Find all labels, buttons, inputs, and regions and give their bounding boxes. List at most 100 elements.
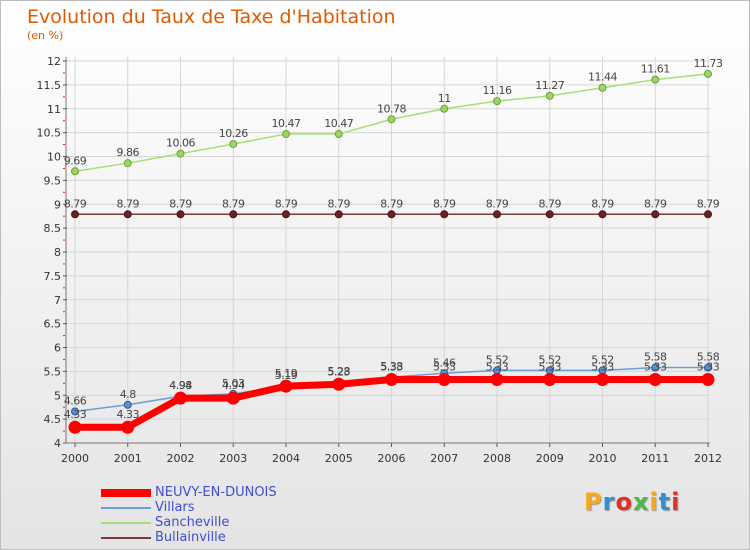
data-label-bullainville: 8.79 bbox=[328, 197, 351, 210]
data-label-bullainville: 8.79 bbox=[591, 197, 614, 210]
data-point-sancheville bbox=[493, 97, 501, 106]
legend-item-neuvy[interactable]: NEUVY-EN-DUNOIS bbox=[101, 485, 401, 500]
data-label-neuvy: 5.23 bbox=[328, 365, 351, 378]
data-label-neuvy: 4.94 bbox=[222, 379, 245, 392]
x-tick-label: 2004 bbox=[272, 452, 300, 465]
data-point-villars bbox=[704, 363, 712, 372]
data-label-villars: 5.19 bbox=[275, 369, 298, 382]
x-tick-label: 2006 bbox=[378, 452, 406, 465]
data-label-neuvy: 5.33 bbox=[486, 360, 509, 373]
data-label-villars: 4.98 bbox=[169, 379, 192, 392]
data-label-sancheville: 10.26 bbox=[219, 127, 248, 140]
data-point-bullainville bbox=[334, 210, 343, 219]
data-label-neuvy: 5.33 bbox=[697, 360, 720, 373]
data-point-villars bbox=[651, 363, 660, 372]
x-tick-label: 2001 bbox=[114, 452, 142, 465]
logo-letter: P bbox=[584, 488, 603, 516]
logo-letter: i bbox=[671, 488, 681, 516]
data-label-villars: 5.52 bbox=[591, 353, 614, 366]
data-label-neuvy: 4.94 bbox=[169, 379, 192, 392]
data-label-villars: 5.46 bbox=[433, 356, 456, 369]
legend-swatch-neuvy bbox=[101, 489, 151, 497]
logo-letter: i bbox=[649, 488, 659, 516]
data-label-sancheville: 11.16 bbox=[483, 84, 512, 97]
data-point-bullainville bbox=[123, 210, 132, 219]
data-label-villars: 5.58 bbox=[644, 351, 667, 364]
grid-layer bbox=[66, 57, 710, 444]
data-point-neuvy bbox=[121, 420, 135, 434]
data-point-bullainville bbox=[704, 210, 712, 219]
y-tick-label: 4.5 bbox=[44, 413, 62, 426]
data-point-neuvy bbox=[701, 372, 715, 386]
data-label-sancheville: 11.61 bbox=[641, 63, 670, 76]
y-tick-label: 8.5 bbox=[44, 222, 62, 235]
legend-label-villars: Villars bbox=[155, 500, 195, 515]
logo-letter: t bbox=[658, 488, 672, 516]
y-tick-label: 10 bbox=[47, 151, 61, 164]
chart-title: Evolution du Taux de Taxe d'Habitation bbox=[27, 6, 396, 28]
legend-item-bullainville[interactable]: Bullainville bbox=[101, 530, 401, 545]
data-point-bullainville bbox=[71, 210, 79, 219]
data-point-neuvy bbox=[226, 391, 240, 405]
data-point-neuvy bbox=[332, 377, 346, 391]
data-label-villars: 5.38 bbox=[380, 360, 403, 373]
logo-letter: r bbox=[602, 488, 616, 516]
data-label-sancheville: 11.44 bbox=[588, 71, 617, 84]
y-tick-label: 8 bbox=[54, 246, 61, 259]
proxiti-logo: Proxiti bbox=[584, 488, 680, 516]
data-label-sancheville: 9.69 bbox=[64, 154, 87, 167]
data-point-sancheville bbox=[229, 140, 238, 149]
y-tick-label: 5 bbox=[54, 389, 61, 402]
data-point-bullainville bbox=[229, 210, 238, 219]
data-point-bullainville bbox=[651, 210, 660, 219]
data-point-neuvy bbox=[648, 372, 662, 386]
data-label-neuvy: 4.33 bbox=[117, 408, 140, 421]
y-tick-label: 9 bbox=[54, 198, 61, 211]
data-label-bullainville: 8.79 bbox=[380, 197, 403, 210]
y-tick-label: 7.5 bbox=[44, 270, 62, 283]
data-label-bullainville: 8.79 bbox=[644, 197, 667, 210]
x-tick-label: 2008 bbox=[483, 452, 511, 465]
data-label-sancheville: 10.06 bbox=[166, 137, 195, 150]
data-label-neuvy: 5.19 bbox=[275, 367, 298, 380]
data-point-neuvy bbox=[437, 372, 451, 386]
legend-label-neuvy: NEUVY-EN-DUNOIS bbox=[155, 485, 277, 500]
data-label-sancheville: 9.86 bbox=[117, 146, 140, 159]
legend-item-sancheville[interactable]: Sancheville bbox=[101, 515, 401, 530]
y-tick-label: 6 bbox=[54, 342, 61, 355]
data-point-neuvy bbox=[543, 372, 557, 386]
y-tick-label: 7 bbox=[54, 294, 61, 307]
data-point-bullainville bbox=[545, 210, 554, 219]
data-point-bullainville bbox=[493, 210, 501, 219]
data-label-villars: 5.28 bbox=[328, 365, 351, 378]
data-label-villars: 5.52 bbox=[539, 353, 562, 366]
data-label-sancheville: 10.47 bbox=[324, 117, 353, 130]
data-point-sancheville bbox=[704, 69, 712, 78]
data-point-sancheville bbox=[545, 91, 554, 100]
legend-item-villars[interactable]: Villars bbox=[101, 500, 401, 515]
x-tick-label: 2005 bbox=[325, 452, 353, 465]
data-label-neuvy: 5.33 bbox=[591, 360, 614, 373]
legend: NEUVY-EN-DUNOIS Villars Sancheville Bull… bbox=[101, 485, 401, 545]
data-label-bullainville: 8.79 bbox=[539, 197, 562, 210]
data-label-bullainville: 8.79 bbox=[222, 197, 245, 210]
data-label-bullainville: 8.79 bbox=[697, 197, 720, 210]
data-label-bullainville: 8.79 bbox=[169, 197, 192, 210]
data-point-bullainville bbox=[176, 210, 185, 219]
series-points-layer bbox=[68, 69, 715, 434]
x-tick-label: 2010 bbox=[589, 452, 617, 465]
data-label-villars: 4.66 bbox=[64, 394, 87, 407]
data-point-sancheville bbox=[387, 115, 396, 124]
y-tick-label: 4 bbox=[54, 437, 61, 450]
data-point-villars bbox=[123, 400, 132, 409]
data-point-sancheville bbox=[123, 159, 132, 168]
x-tick-label: 2000 bbox=[61, 452, 89, 465]
data-point-bullainville bbox=[282, 210, 290, 219]
data-point-neuvy bbox=[490, 372, 504, 386]
logo-letter: o bbox=[615, 488, 633, 516]
x-tick-label: 2003 bbox=[219, 452, 247, 465]
data-label-villars: 4.8 bbox=[120, 388, 136, 401]
legend-label-sancheville: Sancheville bbox=[155, 515, 230, 530]
